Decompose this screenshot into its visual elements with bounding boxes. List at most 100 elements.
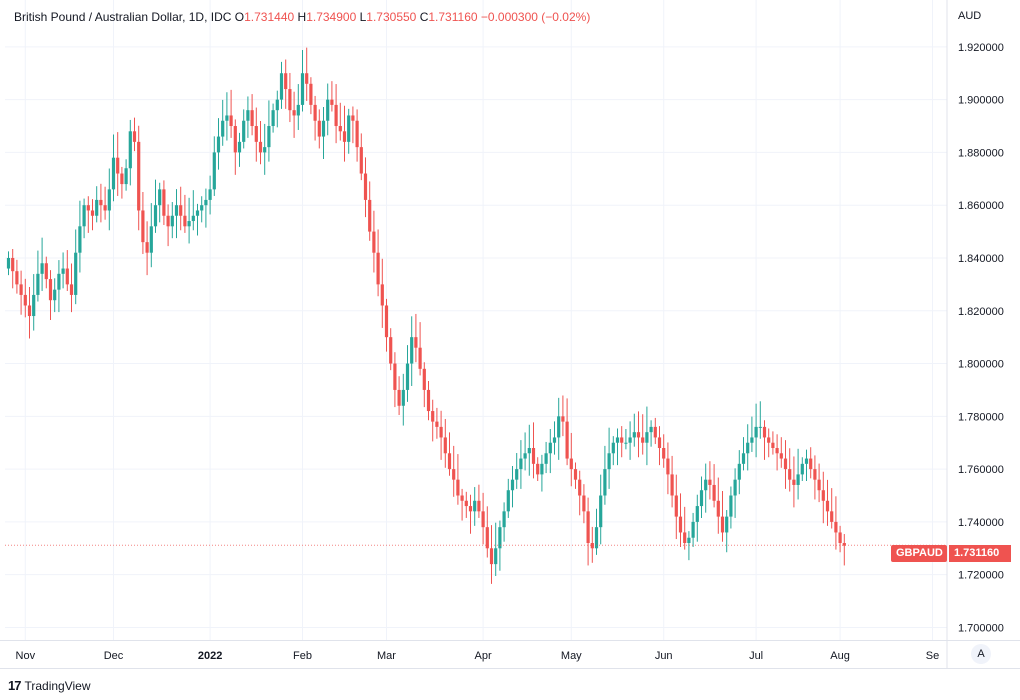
candle xyxy=(435,407,439,439)
candle xyxy=(477,484,481,518)
candle xyxy=(95,186,99,223)
candle xyxy=(69,263,74,313)
candle xyxy=(506,478,510,518)
candle xyxy=(212,136,216,196)
candle xyxy=(662,434,666,468)
candle xyxy=(586,497,590,566)
candle xyxy=(691,512,695,547)
candle xyxy=(615,428,620,466)
tradingview-name: TradingView xyxy=(24,678,91,693)
candle xyxy=(594,508,599,555)
candle xyxy=(523,432,527,471)
y-tick-label: 1.800000 xyxy=(958,359,1004,371)
auto-scale-button[interactable]: A xyxy=(971,644,991,664)
candle xyxy=(456,454,460,505)
candle xyxy=(174,189,179,239)
tradingview-branding[interactable]: 17 TradingView xyxy=(8,678,91,693)
candle xyxy=(830,488,834,529)
candle xyxy=(674,474,678,540)
candle xyxy=(359,133,363,181)
candle xyxy=(800,457,804,481)
candle xyxy=(767,428,771,458)
candle xyxy=(103,186,107,220)
candle xyxy=(834,496,838,550)
candle xyxy=(6,251,11,276)
candle xyxy=(590,526,594,563)
candle xyxy=(334,84,338,144)
candle xyxy=(275,90,279,128)
candle xyxy=(23,278,27,318)
candle xyxy=(670,455,674,508)
candle xyxy=(527,424,531,476)
x-tick-label: Dec xyxy=(104,650,124,662)
candle xyxy=(145,221,149,276)
candle xyxy=(494,522,498,576)
candle xyxy=(183,194,187,233)
candle xyxy=(552,421,557,455)
candle xyxy=(422,362,426,408)
candle xyxy=(464,491,468,518)
candle xyxy=(90,199,95,231)
candle xyxy=(641,414,645,455)
candle xyxy=(116,132,120,196)
candle xyxy=(657,426,662,466)
candle xyxy=(502,502,506,542)
x-tick-label: Jul xyxy=(749,650,763,662)
candle xyxy=(414,313,418,363)
candle xyxy=(754,403,758,458)
candle xyxy=(170,202,174,239)
candle xyxy=(271,103,275,133)
candle xyxy=(573,462,578,489)
tradingview-logo-icon: 17 xyxy=(8,678,22,693)
candle xyxy=(699,476,704,518)
candle xyxy=(683,506,687,550)
candle xyxy=(397,376,401,416)
candle xyxy=(380,258,384,328)
candle xyxy=(305,47,309,101)
candle xyxy=(443,418,447,468)
x-tick-label: Se xyxy=(926,650,939,662)
x-tick-label: Mar xyxy=(377,650,396,662)
candle xyxy=(284,59,288,109)
candle xyxy=(162,180,166,225)
candle xyxy=(82,198,86,239)
candle xyxy=(733,468,737,518)
last-price-value-badge: 1.731160 xyxy=(949,545,1011,562)
candle xyxy=(153,179,158,233)
candle xyxy=(578,470,582,516)
candle xyxy=(263,123,267,175)
last-price-symbol-badge: GBPAUD xyxy=(891,545,947,562)
candle xyxy=(296,84,300,130)
candle xyxy=(775,434,779,471)
candle xyxy=(246,96,250,138)
candle xyxy=(804,449,809,481)
candle xyxy=(107,168,111,231)
candle xyxy=(519,440,523,489)
candle xyxy=(384,298,389,352)
candle xyxy=(124,159,128,191)
candle xyxy=(796,448,800,500)
candle xyxy=(355,109,359,162)
candle xyxy=(737,450,741,495)
candle xyxy=(342,105,347,162)
candle xyxy=(439,410,443,460)
candle xyxy=(582,484,586,524)
candle xyxy=(712,464,716,508)
candle xyxy=(569,432,573,487)
candle xyxy=(65,250,69,291)
candle xyxy=(628,421,632,460)
candle xyxy=(128,119,132,186)
x-tick-label: Feb xyxy=(293,650,312,662)
candle xyxy=(292,91,296,138)
candles xyxy=(6,47,846,584)
candle xyxy=(720,491,725,542)
candle xyxy=(426,380,431,421)
candle xyxy=(746,424,750,471)
candle xyxy=(78,200,82,273)
y-tick-label: 1.780000 xyxy=(958,411,1004,423)
candle xyxy=(48,270,53,320)
candle xyxy=(74,229,78,305)
candle xyxy=(687,531,691,561)
